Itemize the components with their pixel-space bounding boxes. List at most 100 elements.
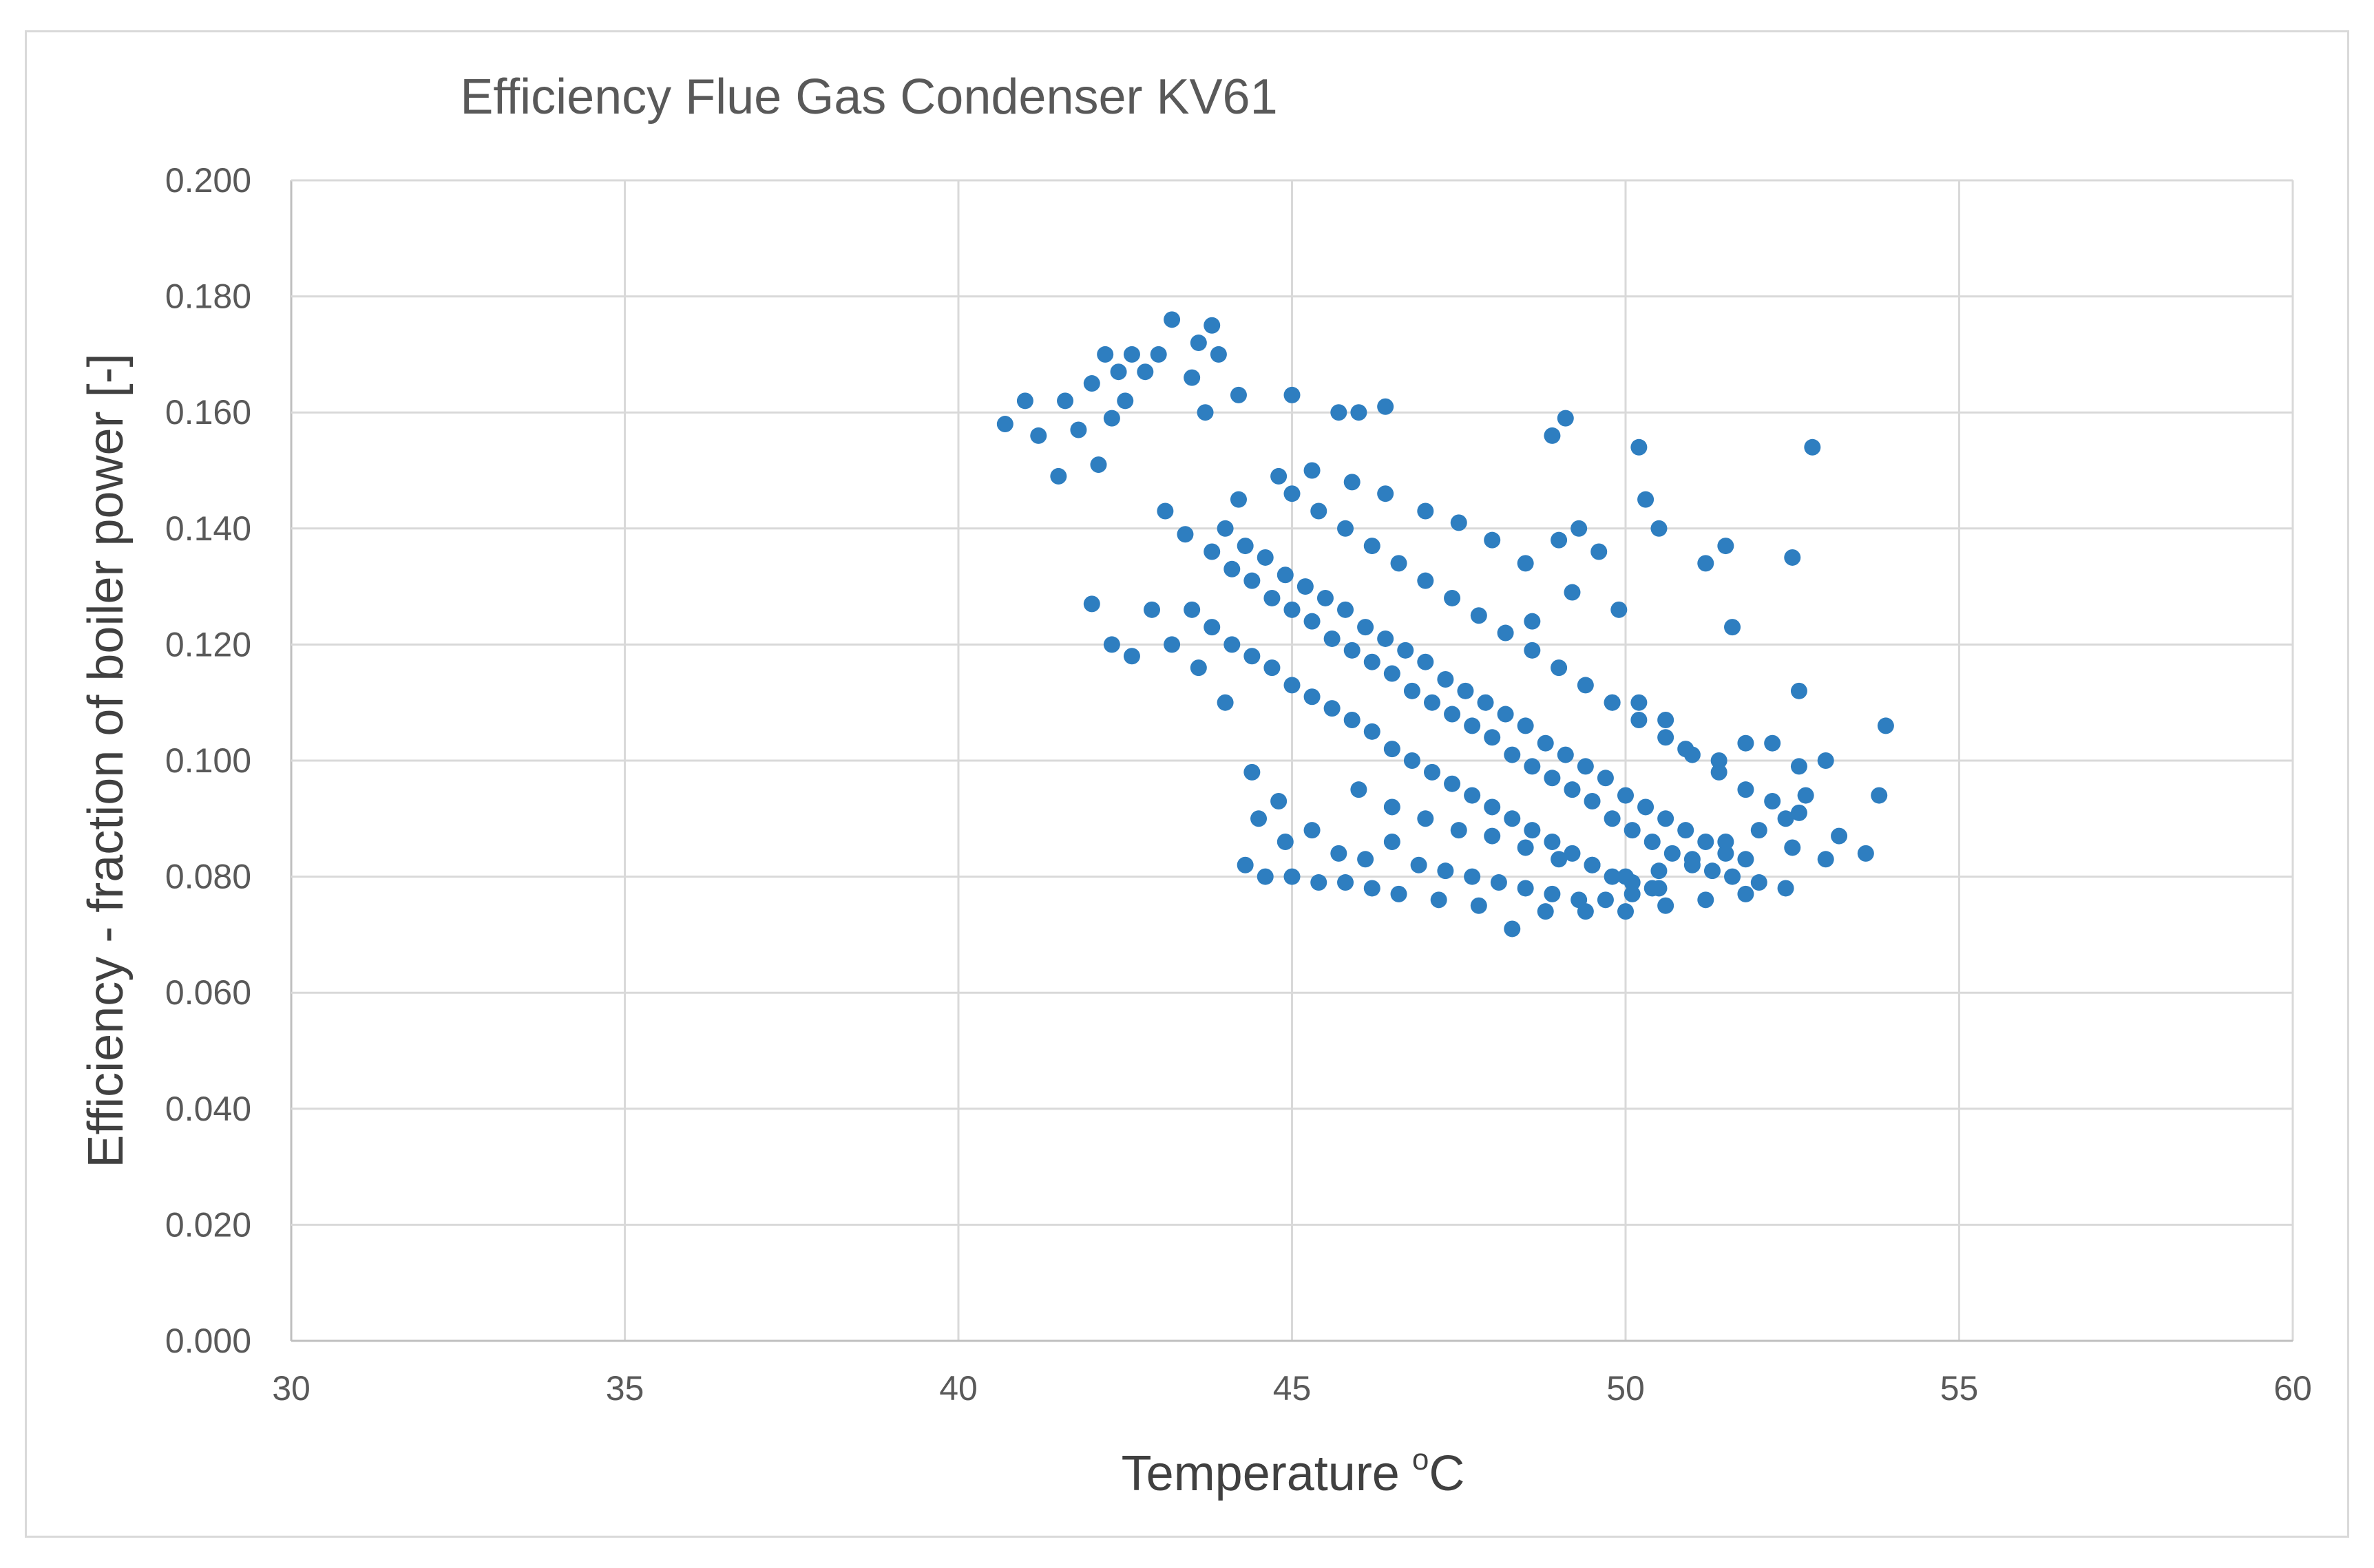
x-axis-label: Temperature bbox=[1122, 1446, 1400, 1501]
data-point bbox=[1657, 810, 1674, 827]
data-point bbox=[1630, 694, 1648, 711]
data-point bbox=[1323, 630, 1341, 647]
data-point bbox=[1230, 491, 1247, 508]
data-point bbox=[1223, 560, 1241, 578]
data-point bbox=[1257, 868, 1274, 885]
data-point bbox=[1383, 798, 1400, 816]
data-point bbox=[1243, 763, 1261, 781]
data-point bbox=[1697, 555, 1714, 572]
y-tick-label: 0.000 bbox=[165, 1322, 251, 1360]
data-point bbox=[1457, 682, 1474, 699]
data-point bbox=[1857, 845, 1874, 862]
data-point bbox=[1103, 410, 1120, 427]
data-point bbox=[1524, 758, 1541, 775]
data-point bbox=[1310, 874, 1327, 891]
x-axis-unit: C bbox=[1429, 1446, 1464, 1501]
data-point bbox=[1190, 659, 1207, 677]
data-point bbox=[1484, 827, 1501, 845]
data-point bbox=[1417, 572, 1434, 589]
data-point bbox=[1710, 752, 1727, 769]
data-point bbox=[1497, 624, 1514, 642]
data-point bbox=[1310, 502, 1327, 520]
data-point bbox=[1070, 421, 1087, 438]
data-point bbox=[1237, 856, 1254, 873]
data-point bbox=[1750, 822, 1767, 839]
y-tick-label: 0.020 bbox=[165, 1205, 251, 1244]
x-tick-label: 30 bbox=[272, 1369, 311, 1408]
gridlines bbox=[290, 179, 2294, 1342]
x-tick-label: 50 bbox=[1606, 1369, 1645, 1408]
data-point bbox=[1057, 392, 1074, 410]
data-point bbox=[1283, 868, 1301, 885]
data-point bbox=[1790, 682, 1807, 699]
data-point bbox=[1303, 822, 1321, 839]
data-point bbox=[1697, 891, 1714, 909]
data-point bbox=[1504, 920, 1521, 937]
data-point bbox=[1283, 601, 1301, 618]
data-point bbox=[1103, 636, 1120, 653]
data-point bbox=[1150, 346, 1167, 363]
data-point bbox=[1123, 648, 1140, 665]
data-point bbox=[1383, 741, 1400, 758]
data-point bbox=[1497, 706, 1514, 723]
data-point bbox=[1484, 729, 1501, 746]
data-point bbox=[1217, 520, 1234, 537]
data-point bbox=[1423, 694, 1440, 711]
data-point bbox=[1630, 438, 1648, 456]
data-point bbox=[1524, 613, 1541, 630]
data-point bbox=[1210, 346, 1227, 363]
data-point bbox=[1683, 851, 1701, 868]
data-point bbox=[1630, 711, 1648, 728]
data-point bbox=[1430, 891, 1447, 909]
data-point bbox=[1184, 601, 1201, 618]
data-point bbox=[1464, 787, 1481, 804]
data-point bbox=[1544, 770, 1561, 787]
data-point bbox=[1184, 369, 1201, 386]
data-point bbox=[1277, 834, 1294, 851]
data-point bbox=[1650, 880, 1668, 897]
data-point bbox=[1817, 851, 1834, 868]
data-point bbox=[1197, 404, 1214, 421]
data-point bbox=[1403, 752, 1420, 769]
data-point bbox=[1717, 845, 1734, 862]
data-point bbox=[1464, 868, 1481, 885]
data-point bbox=[1604, 694, 1621, 711]
data-point bbox=[1650, 520, 1668, 537]
data-point bbox=[1444, 775, 1461, 792]
data-point bbox=[1296, 578, 1314, 595]
data-point bbox=[1804, 438, 1821, 456]
data-point bbox=[1050, 467, 1067, 485]
data-point bbox=[1337, 874, 1354, 891]
data-point bbox=[1450, 514, 1467, 531]
data-point bbox=[1663, 845, 1681, 862]
data-point bbox=[1597, 770, 1614, 787]
data-point bbox=[1571, 891, 1588, 909]
data-point bbox=[1123, 346, 1140, 363]
data-point bbox=[1343, 642, 1361, 659]
data-point bbox=[1537, 903, 1554, 920]
data-point bbox=[1871, 787, 1888, 804]
data-point bbox=[1016, 392, 1033, 410]
data-point bbox=[1737, 885, 1754, 902]
data-point bbox=[1164, 311, 1181, 328]
data-point bbox=[1403, 682, 1420, 699]
data-point bbox=[1484, 798, 1501, 816]
data-point bbox=[1710, 763, 1727, 781]
data-point bbox=[1204, 543, 1221, 560]
data-point bbox=[1637, 491, 1655, 508]
data-point bbox=[1450, 822, 1467, 839]
data-point bbox=[1610, 601, 1628, 618]
data-point bbox=[1577, 677, 1594, 694]
data-point bbox=[1363, 880, 1380, 897]
data-point bbox=[1790, 758, 1807, 775]
data-point bbox=[1624, 822, 1641, 839]
x-tick-labels: 30 35 40 45 50 55 60 bbox=[272, 1369, 2312, 1408]
data-point bbox=[1350, 404, 1367, 421]
data-point bbox=[1544, 885, 1561, 902]
data-point bbox=[1564, 781, 1581, 798]
x-tick-label: 55 bbox=[1940, 1369, 1979, 1408]
data-point bbox=[1737, 781, 1754, 798]
data-point bbox=[1817, 752, 1834, 769]
data-point bbox=[996, 416, 1013, 433]
